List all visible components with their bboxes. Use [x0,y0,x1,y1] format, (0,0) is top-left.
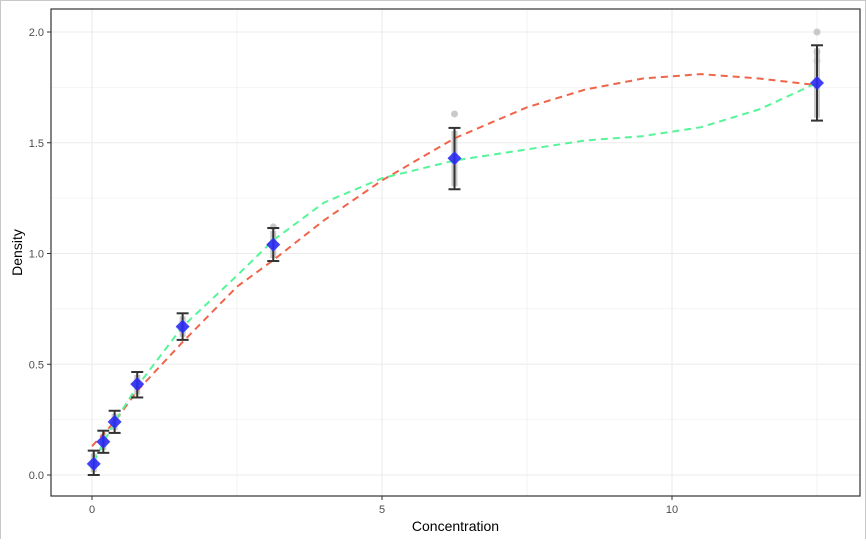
mean-point [447,151,462,166]
mean-point [175,319,190,334]
y-tick-label: 1.5 [29,138,44,150]
x-axis-title: Concentration [412,518,499,534]
mean-point [96,434,111,449]
mean-point [107,414,122,429]
y-tick-label: 0.5 [29,359,44,371]
raw-point [451,110,458,118]
mean-point [266,237,281,252]
y-tick-label: 1.0 [29,249,44,261]
x-tick-label: 10 [666,504,678,516]
y-tick-label: 2.0 [29,27,44,39]
fit-green-curve [92,81,818,463]
mean-point [86,456,101,471]
raw-point [813,28,821,36]
panel-border [50,8,861,497]
mean-point [810,75,824,90]
x-tick-label: 0 [89,504,95,516]
y-tick-label: 0.0 [29,470,44,482]
x-tick-label: 5 [379,504,385,516]
mean-point [130,377,145,392]
y-axis-title: Density [9,229,25,276]
